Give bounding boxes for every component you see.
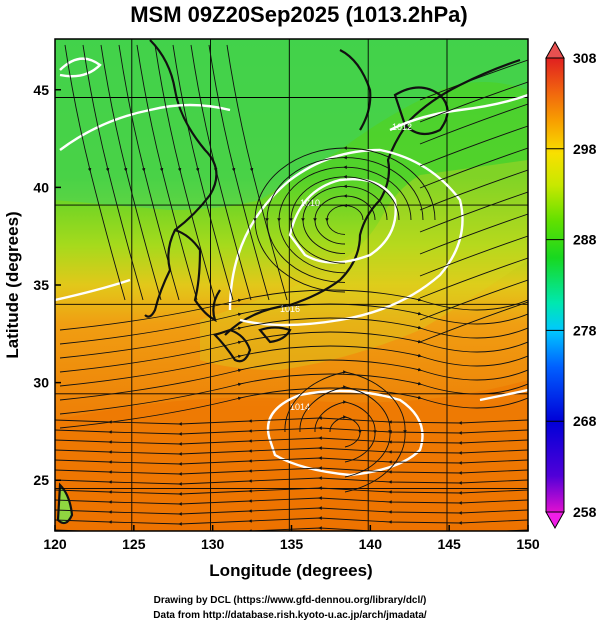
streamline [59, 317, 528, 359]
colorbar-max-arrow [545, 40, 565, 59]
streamline [190, 44, 252, 301]
streamline [59, 303, 528, 345]
streamline [55, 466, 528, 476]
streamline [59, 373, 528, 415]
x-tick-label: 150 [516, 536, 540, 552]
isobar-south-east [479, 388, 528, 402]
streamline [419, 279, 528, 321]
streamline [55, 506, 528, 516]
colorbar-tick-label: 288 [573, 232, 597, 248]
x-tick-label: 145 [437, 536, 461, 552]
streamline [82, 44, 144, 301]
streamline [419, 235, 528, 277]
streamline [419, 59, 528, 101]
colorbar-ticks: 308 298 288 278 268 258 [546, 50, 597, 520]
y-axis-label: Latitude (degrees) [3, 211, 22, 358]
x-axis-label: Longitude (degrees) [209, 561, 372, 580]
isobar-west [55, 278, 131, 302]
streamline [64, 44, 126, 301]
x-tick-label: 135 [280, 536, 304, 552]
isobar-north-east [389, 93, 528, 132]
streamline [59, 359, 528, 401]
streamline [55, 456, 528, 466]
streamline [55, 476, 528, 486]
streamline [419, 169, 528, 211]
colorbar-gradient [545, 57, 565, 513]
colorbar-tick-label: 308 [573, 50, 597, 66]
streamline [154, 44, 216, 301]
streamline [284, 370, 407, 493]
colorbar-tick-label: 258 [573, 504, 597, 520]
temperature-field: 1010 1012 1016 1014 [55, 39, 528, 531]
contour-label: 1016 [280, 304, 300, 314]
streamline [100, 44, 162, 301]
x-tick-label: 120 [43, 536, 67, 552]
coastline-korean-peninsula [174, 228, 221, 323]
colorbar-min-arrow [545, 511, 565, 530]
streamline [55, 496, 528, 506]
contour-label: 1010 [300, 198, 320, 208]
x-tick-label: 140 [359, 536, 383, 552]
streamline [419, 301, 528, 343]
streamline [419, 213, 528, 255]
streamline [59, 345, 528, 387]
streamline [55, 486, 528, 496]
streamline [419, 191, 528, 233]
streamline [419, 257, 528, 299]
colorbar-tick-label: 268 [573, 413, 597, 429]
y-tick-label: 30 [33, 375, 49, 391]
streamline [55, 516, 528, 526]
y-tick-label: 40 [33, 179, 49, 195]
x-tick-label: 130 [201, 536, 225, 552]
contour-label: 1012 [392, 122, 412, 132]
contour-label: 1014 [290, 402, 310, 412]
streamline [55, 436, 528, 446]
coastline-sakhalin [339, 49, 372, 131]
x-tick-label: 125 [122, 536, 146, 552]
streamline [419, 103, 528, 145]
streamline [55, 446, 528, 456]
y-tick-label: 45 [33, 82, 49, 98]
streamline [253, 146, 436, 293]
streamline [59, 331, 528, 373]
coastline-korea-china [144, 39, 218, 318]
credit-data: Data from http://database.rish.kyoto-u.a… [153, 610, 427, 621]
y-axis-ticks: 25 30 35 40 45 [33, 82, 61, 488]
warm-band-region [200, 160, 528, 370]
colorbar: 308 298 288 278 268 258 [545, 40, 597, 530]
coastline-taiwan [56, 482, 74, 525]
colorbar-tick-label: 298 [573, 141, 597, 157]
credit-drawing: Drawing by DCL (https://www.gfd-dennou.o… [154, 595, 427, 606]
streamline [419, 81, 528, 123]
streamline [59, 289, 528, 331]
streamline [55, 526, 528, 531]
y-tick-label: 25 [33, 472, 49, 488]
streamline [55, 416, 528, 426]
x-axis-ticks: 120 125 130 135 140 145 150 [43, 525, 540, 552]
streamline [59, 387, 528, 429]
streamline [226, 44, 288, 301]
streamline [118, 44, 180, 301]
streamline [136, 44, 198, 301]
colorbar-tick-label: 278 [573, 322, 597, 338]
map-title: MSM 09Z20Sep2025 (1013.2hPa) [130, 2, 468, 27]
coastline-kyushu [212, 328, 252, 363]
isobar-north-west [59, 103, 231, 151]
y-tick-label: 35 [33, 277, 49, 293]
streamline [419, 147, 528, 189]
streamline [419, 125, 528, 167]
wind-streamlines [55, 44, 528, 531]
streamline [208, 44, 270, 301]
streamline [172, 44, 234, 301]
isobar-north-corner [59, 57, 102, 78]
